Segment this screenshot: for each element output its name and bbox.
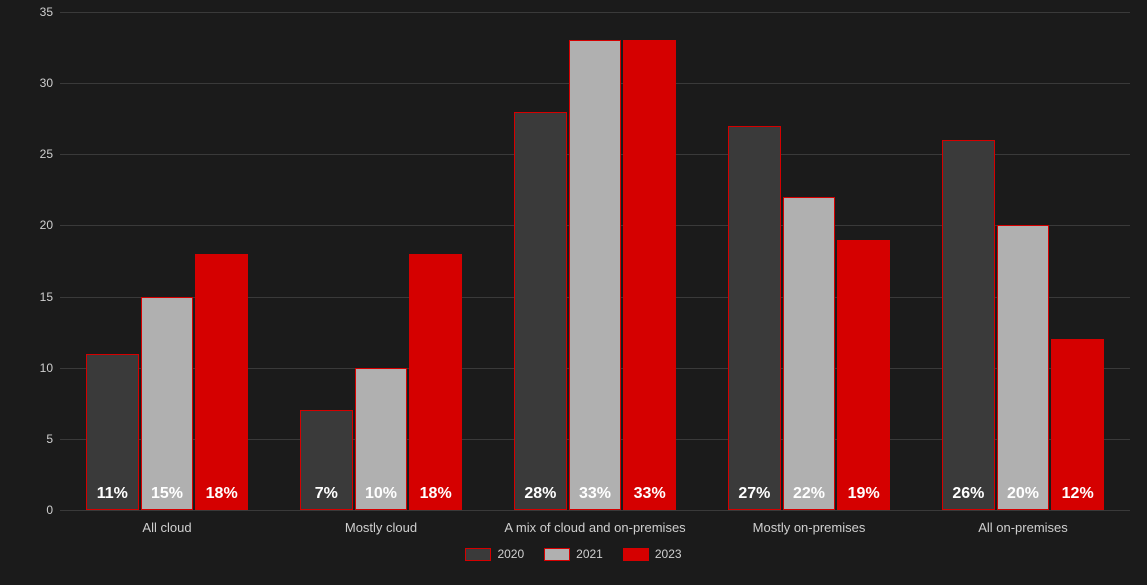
- bar-value-label: 33%: [570, 485, 621, 503]
- y-tick-label: 20: [13, 218, 53, 232]
- y-tick-label: 25: [13, 147, 53, 161]
- legend-item: 2023: [623, 547, 682, 561]
- bar: 18%: [409, 254, 462, 510]
- x-category-label: A mix of cloud and on-premises: [504, 520, 685, 535]
- x-category-label: Mostly on-premises: [753, 520, 866, 535]
- bar-value-label: 7%: [301, 485, 352, 503]
- bar: 28%: [514, 112, 567, 510]
- bar: 15%: [141, 297, 194, 510]
- bar-value-label: 12%: [1052, 485, 1103, 503]
- bar-value-label: 10%: [356, 485, 407, 503]
- y-tick-label: 0: [13, 503, 53, 517]
- bar-value-label: 26%: [943, 485, 994, 503]
- legend-swatch: [623, 548, 649, 561]
- gridline: [60, 12, 1130, 13]
- bar: 11%: [86, 354, 139, 511]
- plot-area: 11%15%18%7%10%18%28%33%33%27%22%19%26%20…: [60, 12, 1130, 510]
- bar-value-label: 18%: [196, 485, 247, 503]
- bar: 33%: [569, 40, 622, 510]
- legend-item: 2021: [544, 547, 603, 561]
- x-category-label: All on-premises: [978, 520, 1068, 535]
- y-tick-label: 5: [13, 432, 53, 446]
- bar: 19%: [837, 240, 890, 510]
- chart-container: 11%15%18%7%10%18%28%33%33%27%22%19%26%20…: [0, 0, 1147, 585]
- legend-label: 2023: [655, 547, 682, 561]
- bar-value-label: 15%: [142, 485, 193, 503]
- y-tick-label: 10: [13, 361, 53, 375]
- bar: 7%: [300, 410, 353, 510]
- legend-label: 2020: [497, 547, 524, 561]
- y-tick-label: 30: [13, 76, 53, 90]
- bar: 22%: [783, 197, 836, 510]
- y-tick-label: 15: [13, 290, 53, 304]
- bar: 12%: [1051, 339, 1104, 510]
- bar: 26%: [942, 140, 995, 510]
- bar-value-label: 28%: [515, 485, 566, 503]
- bar: 10%: [355, 368, 408, 510]
- bar-value-label: 33%: [624, 485, 675, 503]
- bar: 27%: [728, 126, 781, 510]
- legend-swatch: [544, 548, 570, 561]
- bar-value-label: 27%: [729, 485, 780, 503]
- bar: 33%: [623, 40, 676, 510]
- bar-value-label: 11%: [87, 485, 138, 503]
- bar: 20%: [997, 225, 1050, 510]
- x-category-label: All cloud: [142, 520, 191, 535]
- x-category-label: Mostly cloud: [345, 520, 417, 535]
- bar-value-label: 18%: [410, 485, 461, 503]
- x-axis-line: [60, 510, 1130, 511]
- bar-value-label: 19%: [838, 485, 889, 503]
- legend-swatch: [465, 548, 491, 561]
- legend-label: 2021: [576, 547, 603, 561]
- bar: 18%: [195, 254, 248, 510]
- bar-value-label: 20%: [998, 485, 1049, 503]
- legend: 2020 2021 2023: [0, 546, 1147, 561]
- y-tick-label: 35: [13, 5, 53, 19]
- bar-value-label: 22%: [784, 485, 835, 503]
- legend-item: 2020: [465, 547, 524, 561]
